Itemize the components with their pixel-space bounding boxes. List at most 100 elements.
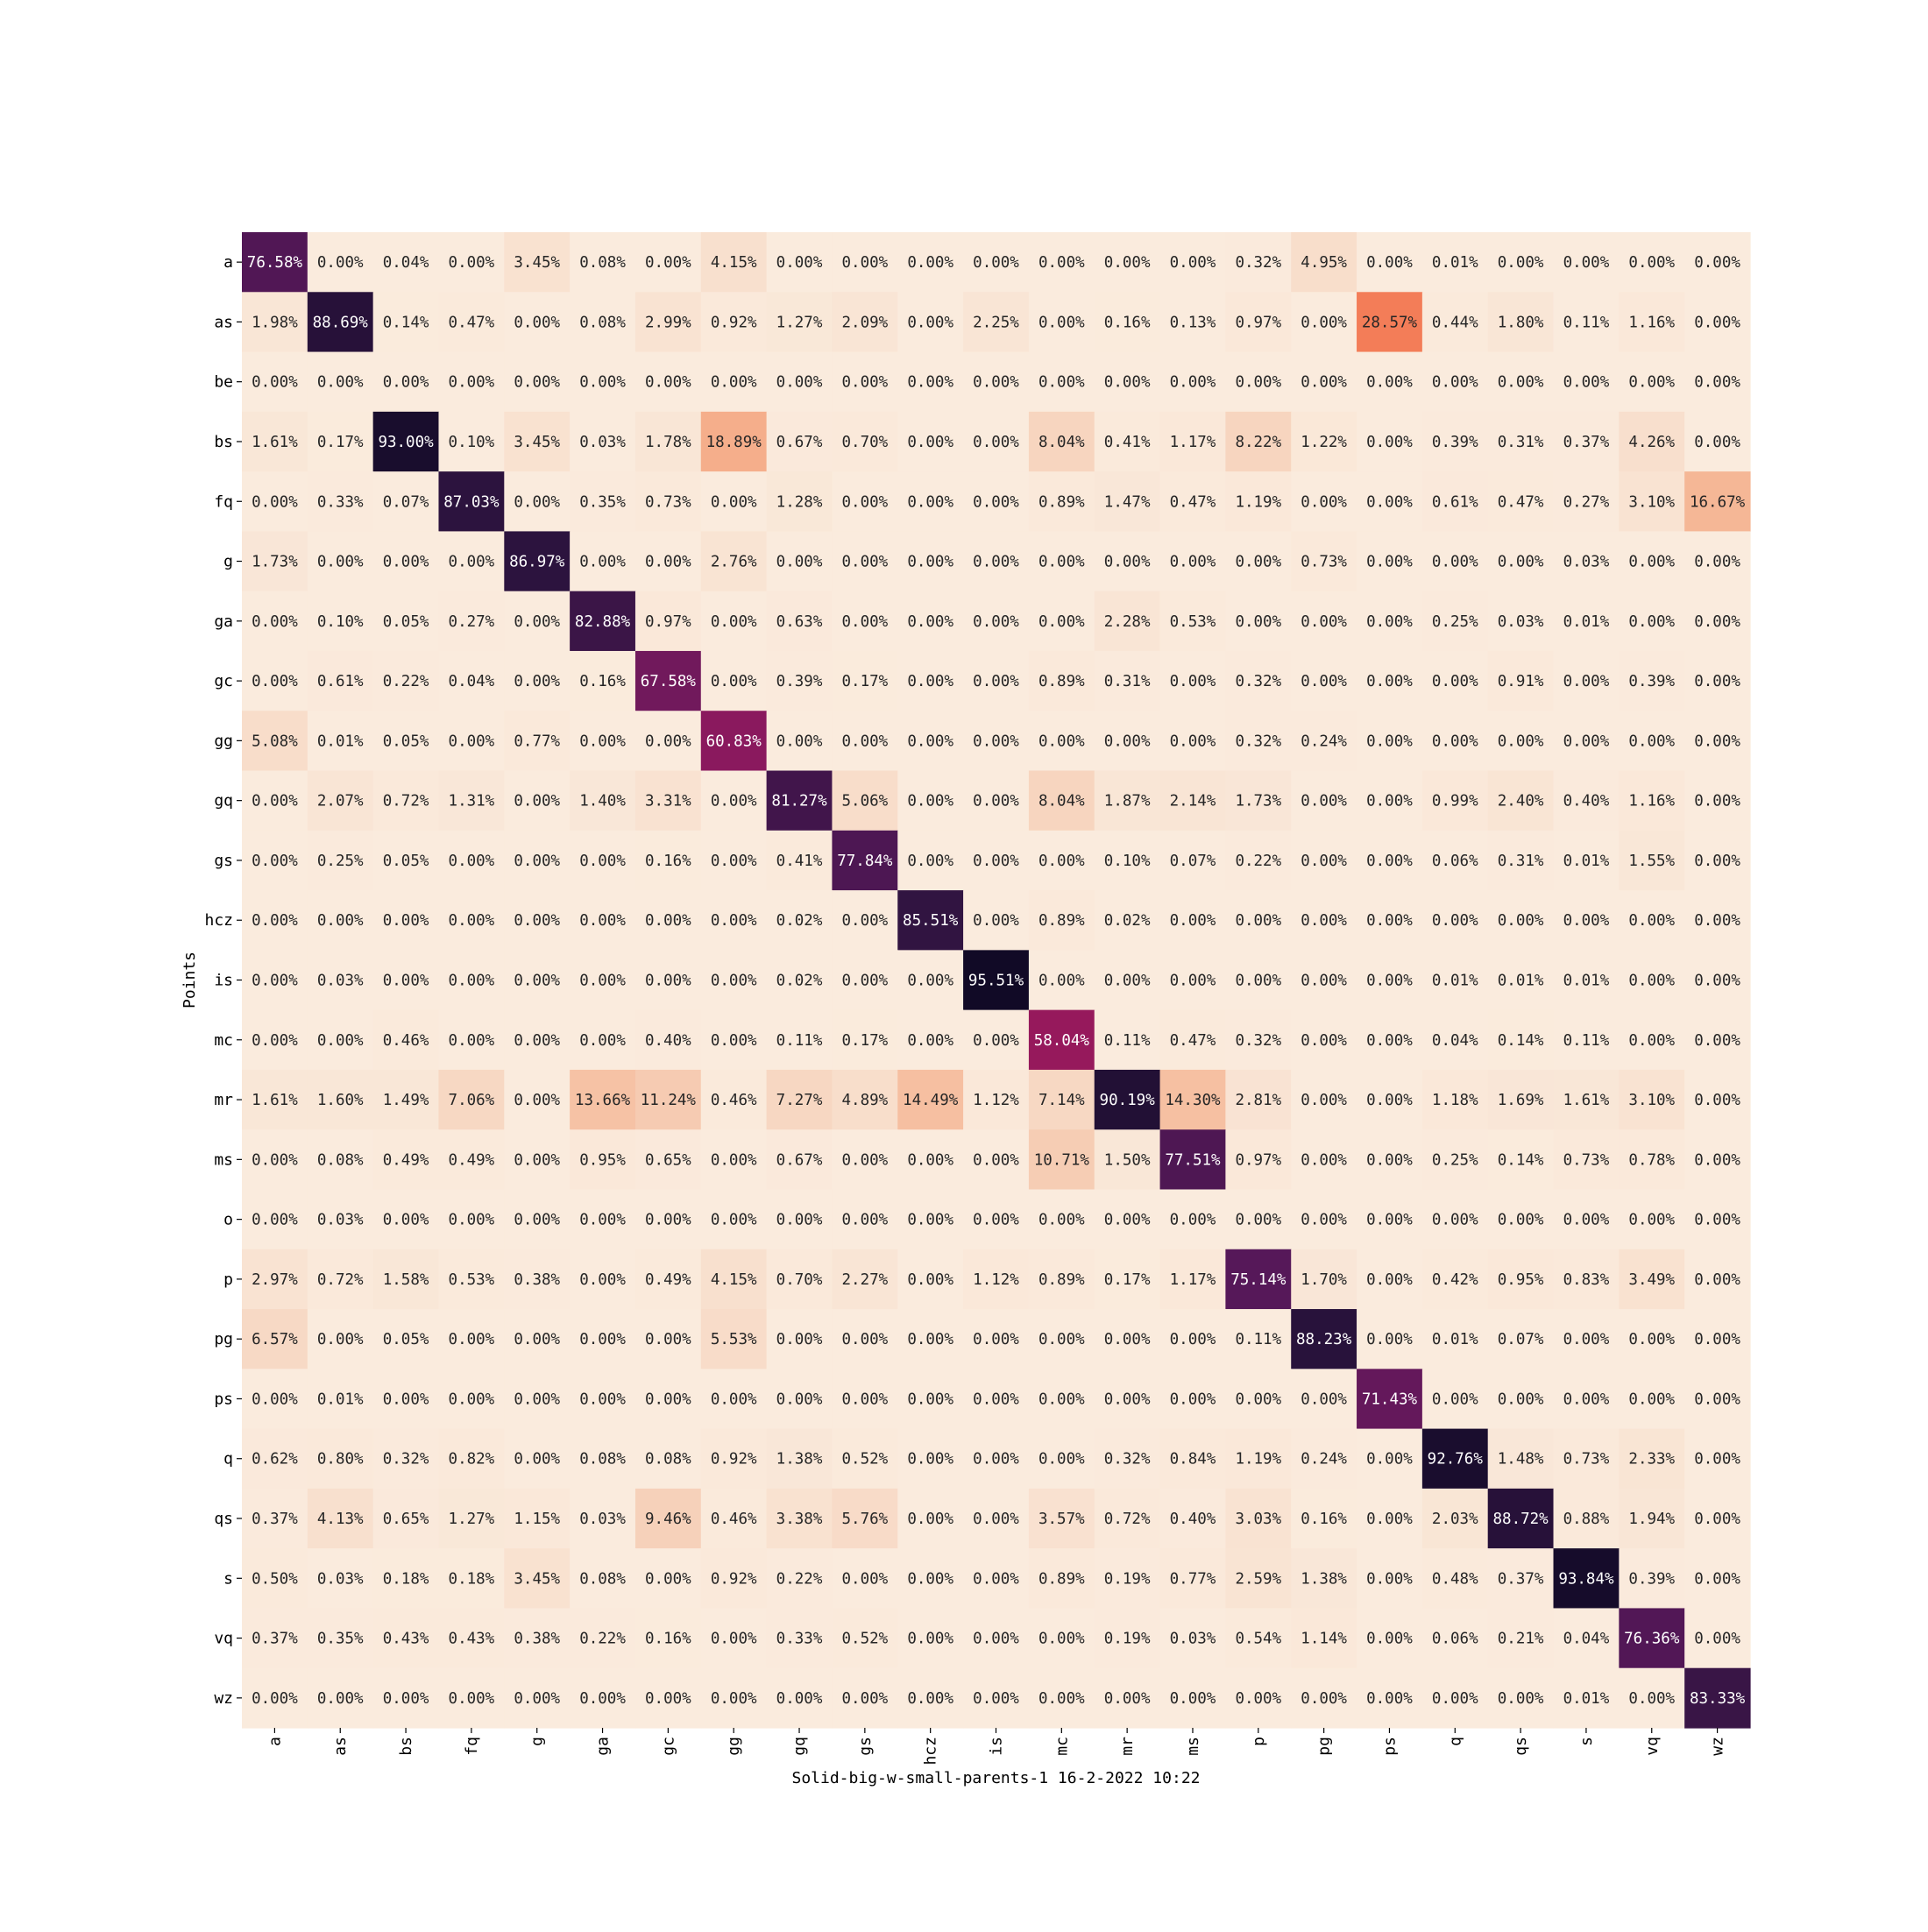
cell-value-label-s-a: 0.50% bbox=[252, 1570, 298, 1588]
y-tick-label-o: o bbox=[223, 1211, 233, 1229]
heatmap-cell-bs-p bbox=[1225, 411, 1292, 472]
heatmap-cell-qs-gs bbox=[832, 1488, 898, 1549]
cell-value-label-hcz-is: 0.00% bbox=[973, 912, 1019, 930]
heatmap-cell-p-mr bbox=[1094, 1249, 1161, 1310]
cell-value-label-gs-ga: 0.00% bbox=[579, 853, 626, 870]
heatmap-cell-a-fq bbox=[438, 232, 505, 293]
cell-value-label-mc-qs: 0.14% bbox=[1498, 1032, 1544, 1050]
heatmap-cell-bs-pg bbox=[1291, 411, 1357, 472]
cell-value-label-gc-hcz: 0.00% bbox=[907, 673, 953, 690]
heatmap-cell-hcz-hcz bbox=[897, 890, 964, 951]
heatmap-cell-bs-gc bbox=[634, 411, 702, 472]
heatmap-cell-mc-ga bbox=[570, 1009, 636, 1071]
cell-value-label-vq-q: 0.06% bbox=[1432, 1631, 1478, 1648]
cell-value-label-a-ps: 0.00% bbox=[1366, 254, 1413, 272]
y-tick-label-vq: vq bbox=[214, 1630, 233, 1648]
heatmap-cell-mr-mc bbox=[1028, 1069, 1095, 1130]
y-tick-label-be: be bbox=[214, 373, 233, 392]
cell-value-label-mc-gc: 0.40% bbox=[645, 1032, 691, 1050]
heatmap-cell-q-wz bbox=[1684, 1428, 1751, 1490]
heatmap-cell-mc-hcz bbox=[897, 1009, 964, 1071]
heatmap-cell-is-gq bbox=[766, 950, 833, 1011]
cell-value-label-qs-gg: 0.46% bbox=[711, 1511, 757, 1528]
cell-value-label-ms-as: 0.08% bbox=[317, 1151, 364, 1169]
heatmap-cell-ga-vq bbox=[1619, 591, 1685, 652]
heatmap-cell-as-gg bbox=[700, 292, 768, 353]
cell-value-label-vq-hcz: 0.00% bbox=[907, 1631, 953, 1648]
heatmap-cell-a-is bbox=[963, 232, 1030, 293]
heatmap-cell-p-s bbox=[1553, 1249, 1620, 1310]
cell-value-label-q-ms: 0.84% bbox=[1170, 1451, 1216, 1468]
cell-value-label-mr-pg: 0.00% bbox=[1301, 1092, 1347, 1109]
cell-value-label-bs-is: 0.00% bbox=[973, 434, 1019, 451]
heatmap-cell-be-wz bbox=[1684, 351, 1751, 413]
heatmap-cell-q-pg bbox=[1291, 1428, 1357, 1490]
cell-value-label-pg-vq: 0.00% bbox=[1628, 1331, 1675, 1348]
cell-value-label-ms-fq: 0.49% bbox=[449, 1151, 495, 1169]
y-tick-label-pg: pg bbox=[214, 1330, 233, 1348]
cell-value-label-ms-bs: 0.49% bbox=[383, 1151, 429, 1169]
cell-value-label-gq-s: 0.40% bbox=[1563, 793, 1610, 810]
cell-value-label-as-mc: 0.00% bbox=[1038, 314, 1085, 331]
cell-value-label-q-gc: 0.08% bbox=[645, 1451, 691, 1468]
cell-value-label-gg-mr: 0.00% bbox=[1104, 732, 1151, 750]
heatmap-cell-a-q bbox=[1421, 232, 1489, 293]
heatmap-cell-fq-p bbox=[1225, 471, 1292, 532]
heatmap-cell-as-p bbox=[1225, 292, 1292, 353]
cell-value-label-o-as: 0.03% bbox=[317, 1212, 364, 1229]
cell-value-label-qs-gs: 5.76% bbox=[842, 1511, 889, 1528]
cell-value-label-hcz-s: 0.00% bbox=[1563, 912, 1610, 930]
cell-value-label-gg-as: 0.01% bbox=[317, 732, 364, 750]
heatmap-cell-bs-g bbox=[504, 411, 571, 472]
cell-value-label-a-q: 0.01% bbox=[1432, 254, 1478, 272]
cell-value-label-gc-g: 0.00% bbox=[514, 673, 560, 690]
heatmap-cell-ms-wz bbox=[1684, 1129, 1751, 1191]
heatmap-cell-s-p bbox=[1225, 1548, 1292, 1610]
heatmap-cell-hcz-ms bbox=[1159, 890, 1226, 951]
cell-value-label-ms-ga: 0.95% bbox=[579, 1151, 626, 1169]
heatmap-cell-qs-s bbox=[1553, 1488, 1620, 1549]
cell-value-label-ga-as: 0.10% bbox=[317, 613, 364, 631]
cell-value-label-q-qs: 1.48% bbox=[1498, 1451, 1544, 1468]
heatmap-cell-gs-fq bbox=[438, 830, 505, 891]
cell-value-label-gq-mr: 1.87% bbox=[1104, 793, 1151, 810]
cell-value-label-mr-mr: 90.19% bbox=[1100, 1092, 1156, 1109]
heatmap-cell-fq-gq bbox=[766, 471, 833, 532]
cell-value-label-ga-qs: 0.03% bbox=[1498, 613, 1544, 631]
cell-value-label-pg-p: 0.11% bbox=[1235, 1331, 1281, 1348]
cell-value-label-o-p: 0.00% bbox=[1235, 1212, 1281, 1229]
heatmap-cell-qs-a bbox=[242, 1488, 308, 1549]
cell-value-label-fq-hcz: 0.00% bbox=[907, 493, 953, 511]
cell-value-label-hcz-gc: 0.00% bbox=[645, 912, 691, 930]
cell-value-label-hcz-gg: 0.00% bbox=[711, 912, 757, 930]
heatmap-cell-pg-qs bbox=[1487, 1309, 1555, 1369]
heatmap-cell-o-pg bbox=[1291, 1189, 1357, 1250]
heatmap-cell-qs-p bbox=[1225, 1488, 1292, 1549]
heatmap-cell-gc-is bbox=[963, 650, 1030, 711]
heatmap-cell-a-s bbox=[1553, 232, 1620, 293]
cell-value-label-gg-p: 0.32% bbox=[1235, 732, 1281, 750]
cell-value-label-bs-pg: 1.22% bbox=[1301, 434, 1347, 451]
cell-value-label-g-pg: 0.73% bbox=[1301, 554, 1347, 571]
cell-value-label-a-hcz: 0.00% bbox=[907, 254, 953, 272]
cell-value-label-gc-as: 0.61% bbox=[317, 673, 364, 690]
cell-value-label-pg-a: 6.57% bbox=[252, 1331, 298, 1348]
cell-value-label-gc-bs: 0.22% bbox=[383, 673, 429, 690]
cell-value-label-o-qs: 0.00% bbox=[1498, 1212, 1544, 1229]
heatmap-cell-s-mr bbox=[1094, 1548, 1161, 1610]
heatmap-cell-gc-gg bbox=[700, 650, 768, 711]
cell-value-label-o-gq: 0.00% bbox=[776, 1212, 823, 1229]
cell-value-label-qs-p: 3.03% bbox=[1235, 1511, 1281, 1528]
heatmap-cell-ps-ga bbox=[570, 1369, 636, 1430]
cell-value-label-gg-gq: 0.00% bbox=[776, 732, 823, 750]
cell-value-label-be-mr: 0.00% bbox=[1104, 374, 1151, 392]
heatmap-cell-vq-vq bbox=[1619, 1608, 1685, 1669]
cell-value-label-pg-qs: 0.07% bbox=[1498, 1331, 1544, 1348]
cell-value-label-qs-g: 1.15% bbox=[514, 1511, 560, 1528]
y-tick-label-is: is bbox=[214, 972, 233, 990]
cell-value-label-is-wz: 0.00% bbox=[1694, 973, 1740, 990]
heatmap-cell-gs-mc bbox=[1028, 830, 1095, 891]
heatmap-cell-mr-hcz bbox=[897, 1069, 964, 1130]
x-tick-label-a: a bbox=[266, 1737, 284, 1746]
heatmap-cell-mr-ga bbox=[570, 1069, 636, 1130]
